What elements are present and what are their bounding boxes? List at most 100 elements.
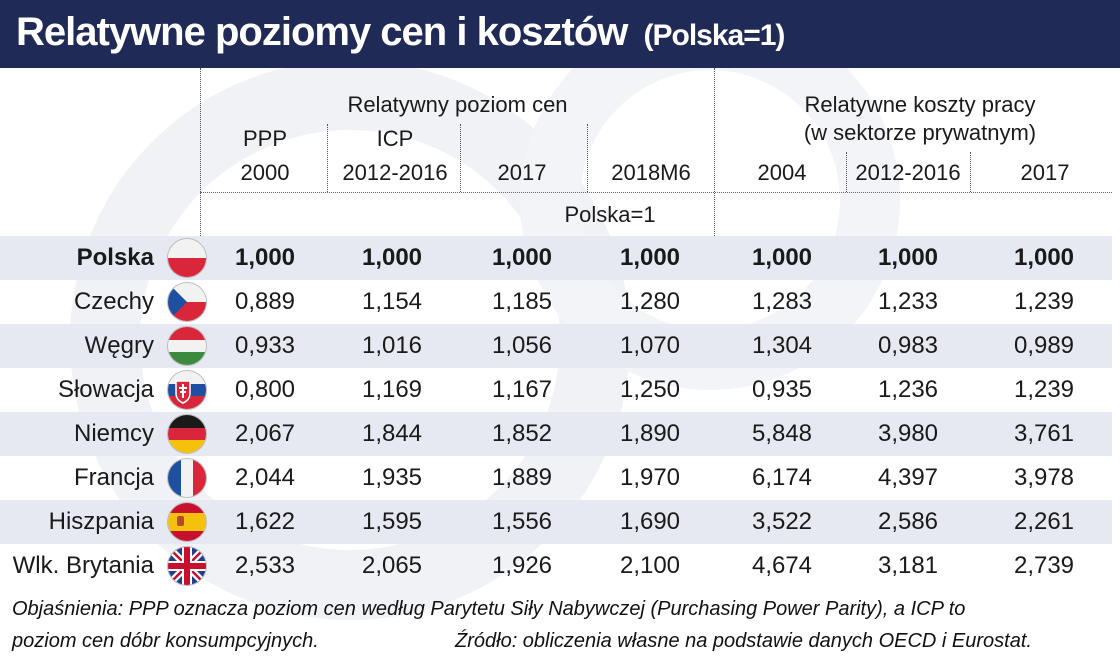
title-main: Relatywne poziomy cen i kosztów	[16, 10, 628, 54]
cell-value: 1,000	[234, 244, 296, 271]
cell-value: 1,070	[619, 332, 681, 359]
cell-value: 1,283	[751, 288, 813, 315]
cell-value: 1,935	[361, 464, 423, 491]
cell-value: 1,239	[1013, 376, 1075, 403]
cell-value: 1,000	[1013, 244, 1075, 271]
title-bar: Relatywne poziomy cen i kosztów (Polska=…	[0, 0, 1120, 68]
cell-value: 1,889	[491, 464, 553, 491]
cell-value: 0,935	[751, 376, 813, 403]
cell-value: 1,280	[619, 288, 681, 315]
table-row: Francja 2,044 1,935 1,889 1,970 6,174 4,…	[0, 456, 1120, 500]
page-title: Relatywne poziomy cen i kosztów (Polska=…	[16, 10, 786, 55]
header-separator	[200, 192, 1112, 193]
spain-flag-icon	[168, 503, 206, 541]
cell-value: 0,800	[234, 376, 296, 403]
slovakia-flag-icon	[168, 371, 206, 409]
divider	[970, 152, 971, 192]
table-row: Wlk. Brytania 2,533 2,065 1,926 2,100 4,…	[0, 544, 1120, 588]
unit-label: Polska=1	[564, 202, 656, 227]
country-name: Polska	[76, 244, 154, 271]
cell-value: 1,016	[361, 332, 423, 359]
table-header: Relatywny poziom cen Relatywne koszty pr…	[0, 68, 1120, 591]
table-row: Hiszpania 1,622 1,595 1,556 1,690 3,522 …	[0, 500, 1120, 544]
cell-value: 1,056	[491, 332, 553, 359]
cell-value: 3,980	[877, 420, 939, 447]
cell-value: 4,674	[751, 552, 813, 579]
country-name: Niemcy	[73, 420, 154, 447]
cell-value: 1,000	[877, 244, 939, 271]
hungary-flag-icon	[168, 327, 206, 365]
country-name: Czechy	[73, 288, 154, 315]
country-name: Węgry	[84, 332, 154, 359]
france-flag-icon	[168, 459, 206, 497]
country-name: Słowacja	[57, 376, 154, 403]
cell-value: 1,154	[361, 288, 423, 315]
cell-value: 1,890	[619, 420, 681, 447]
cell-value: 2,586	[877, 508, 939, 535]
cell-value: 1,844	[361, 420, 423, 447]
cell-value: 4,397	[877, 464, 939, 491]
cell-value: 1,233	[877, 288, 939, 315]
cell-value: 3,181	[877, 552, 939, 579]
cell-value: 2,739	[1013, 552, 1075, 579]
cell-value: 1,595	[361, 508, 423, 535]
cell-value: 1,169	[361, 376, 423, 403]
table-row: Polska 1,000 1,000 1,000 1,000 1,000 1,0…	[0, 236, 1120, 280]
czechia-flag-icon	[168, 283, 206, 321]
cell-value: 0,933	[234, 332, 296, 359]
cell-value: 6,174	[751, 464, 813, 491]
cell-value: 2,044	[234, 464, 296, 491]
cell-value: 1,970	[619, 464, 681, 491]
cell-value: 3,761	[1013, 420, 1075, 447]
germany-flag-icon	[168, 415, 206, 453]
cell-value: 1,556	[491, 508, 553, 535]
cell-value: 1,167	[491, 376, 553, 403]
cell-value: 1,239	[1013, 288, 1075, 315]
country-name: Francja	[73, 464, 154, 491]
cell-value: 0,989	[1013, 332, 1075, 359]
header-col3: 2017	[497, 160, 547, 185]
cell-value: 3,522	[751, 508, 813, 535]
table-row: Węgry 0,933 1,016 1,056 1,070 1,304 0,98…	[0, 324, 1120, 368]
divider	[200, 68, 201, 238]
header-group-costs-1: Relatywne koszty pracy	[804, 92, 1036, 117]
footnote-line-2: poziom cen dóbr konsumpcyjnych.	[12, 630, 319, 652]
country-name: Wlk. Brytania	[12, 552, 154, 579]
cell-value: 1,622	[234, 508, 296, 535]
cell-value: 3,978	[1013, 464, 1075, 491]
divider	[714, 68, 715, 238]
source-note: Źródło: obliczenia własne na podstawie d…	[455, 630, 1032, 652]
cell-value: 1,690	[619, 508, 681, 535]
cell-value: 0,889	[234, 288, 296, 315]
header-col6: 2012-2016	[855, 160, 961, 185]
country-name: Hiszpania	[48, 508, 154, 535]
cell-value: 2,067	[234, 420, 296, 447]
cell-value: 5,848	[751, 420, 813, 447]
header-col1-a: PPP	[242, 126, 288, 151]
table-row: Niemcy 2,067 1,844 1,852 1,890 5,848 3,9…	[0, 412, 1120, 456]
cell-value: 2,261	[1013, 508, 1075, 535]
cell-value: 2,100	[619, 552, 681, 579]
header-group-prices: Relatywny poziom cen	[347, 92, 568, 117]
uk-flag-icon	[168, 547, 206, 585]
header-col7: 2017	[1020, 160, 1070, 185]
divider	[587, 124, 588, 192]
title-sub: (Polska=1)	[643, 19, 786, 52]
header-col5: 2004	[757, 160, 807, 185]
header-col2-b: 2012-2016	[342, 160, 448, 185]
cell-value: 1,000	[491, 244, 553, 271]
table-row: Słowacja 0,800 1,169 1,167 1,250 0,935 1…	[0, 368, 1120, 412]
cell-value: 1,926	[491, 552, 553, 579]
cell-value: 1,000	[751, 244, 813, 271]
header-col4: 2018M6	[611, 160, 691, 185]
divider	[846, 152, 847, 192]
table-row: Czechy 0,889 1,154 1,185 1,280 1,283 1,2…	[0, 280, 1120, 324]
cell-value: 1,000	[619, 244, 681, 271]
cell-value: 1,000	[361, 244, 423, 271]
header-col1-b: 2000	[240, 160, 290, 185]
divider	[327, 124, 328, 192]
header-group-costs-2: (w sektorze prywatnym)	[803, 120, 1037, 145]
poland-flag-icon	[168, 239, 206, 277]
cell-value: 1,185	[491, 288, 553, 315]
footnote-line-1: Objaśnienia: PPP oznacza poziom cen wedł…	[12, 598, 966, 620]
